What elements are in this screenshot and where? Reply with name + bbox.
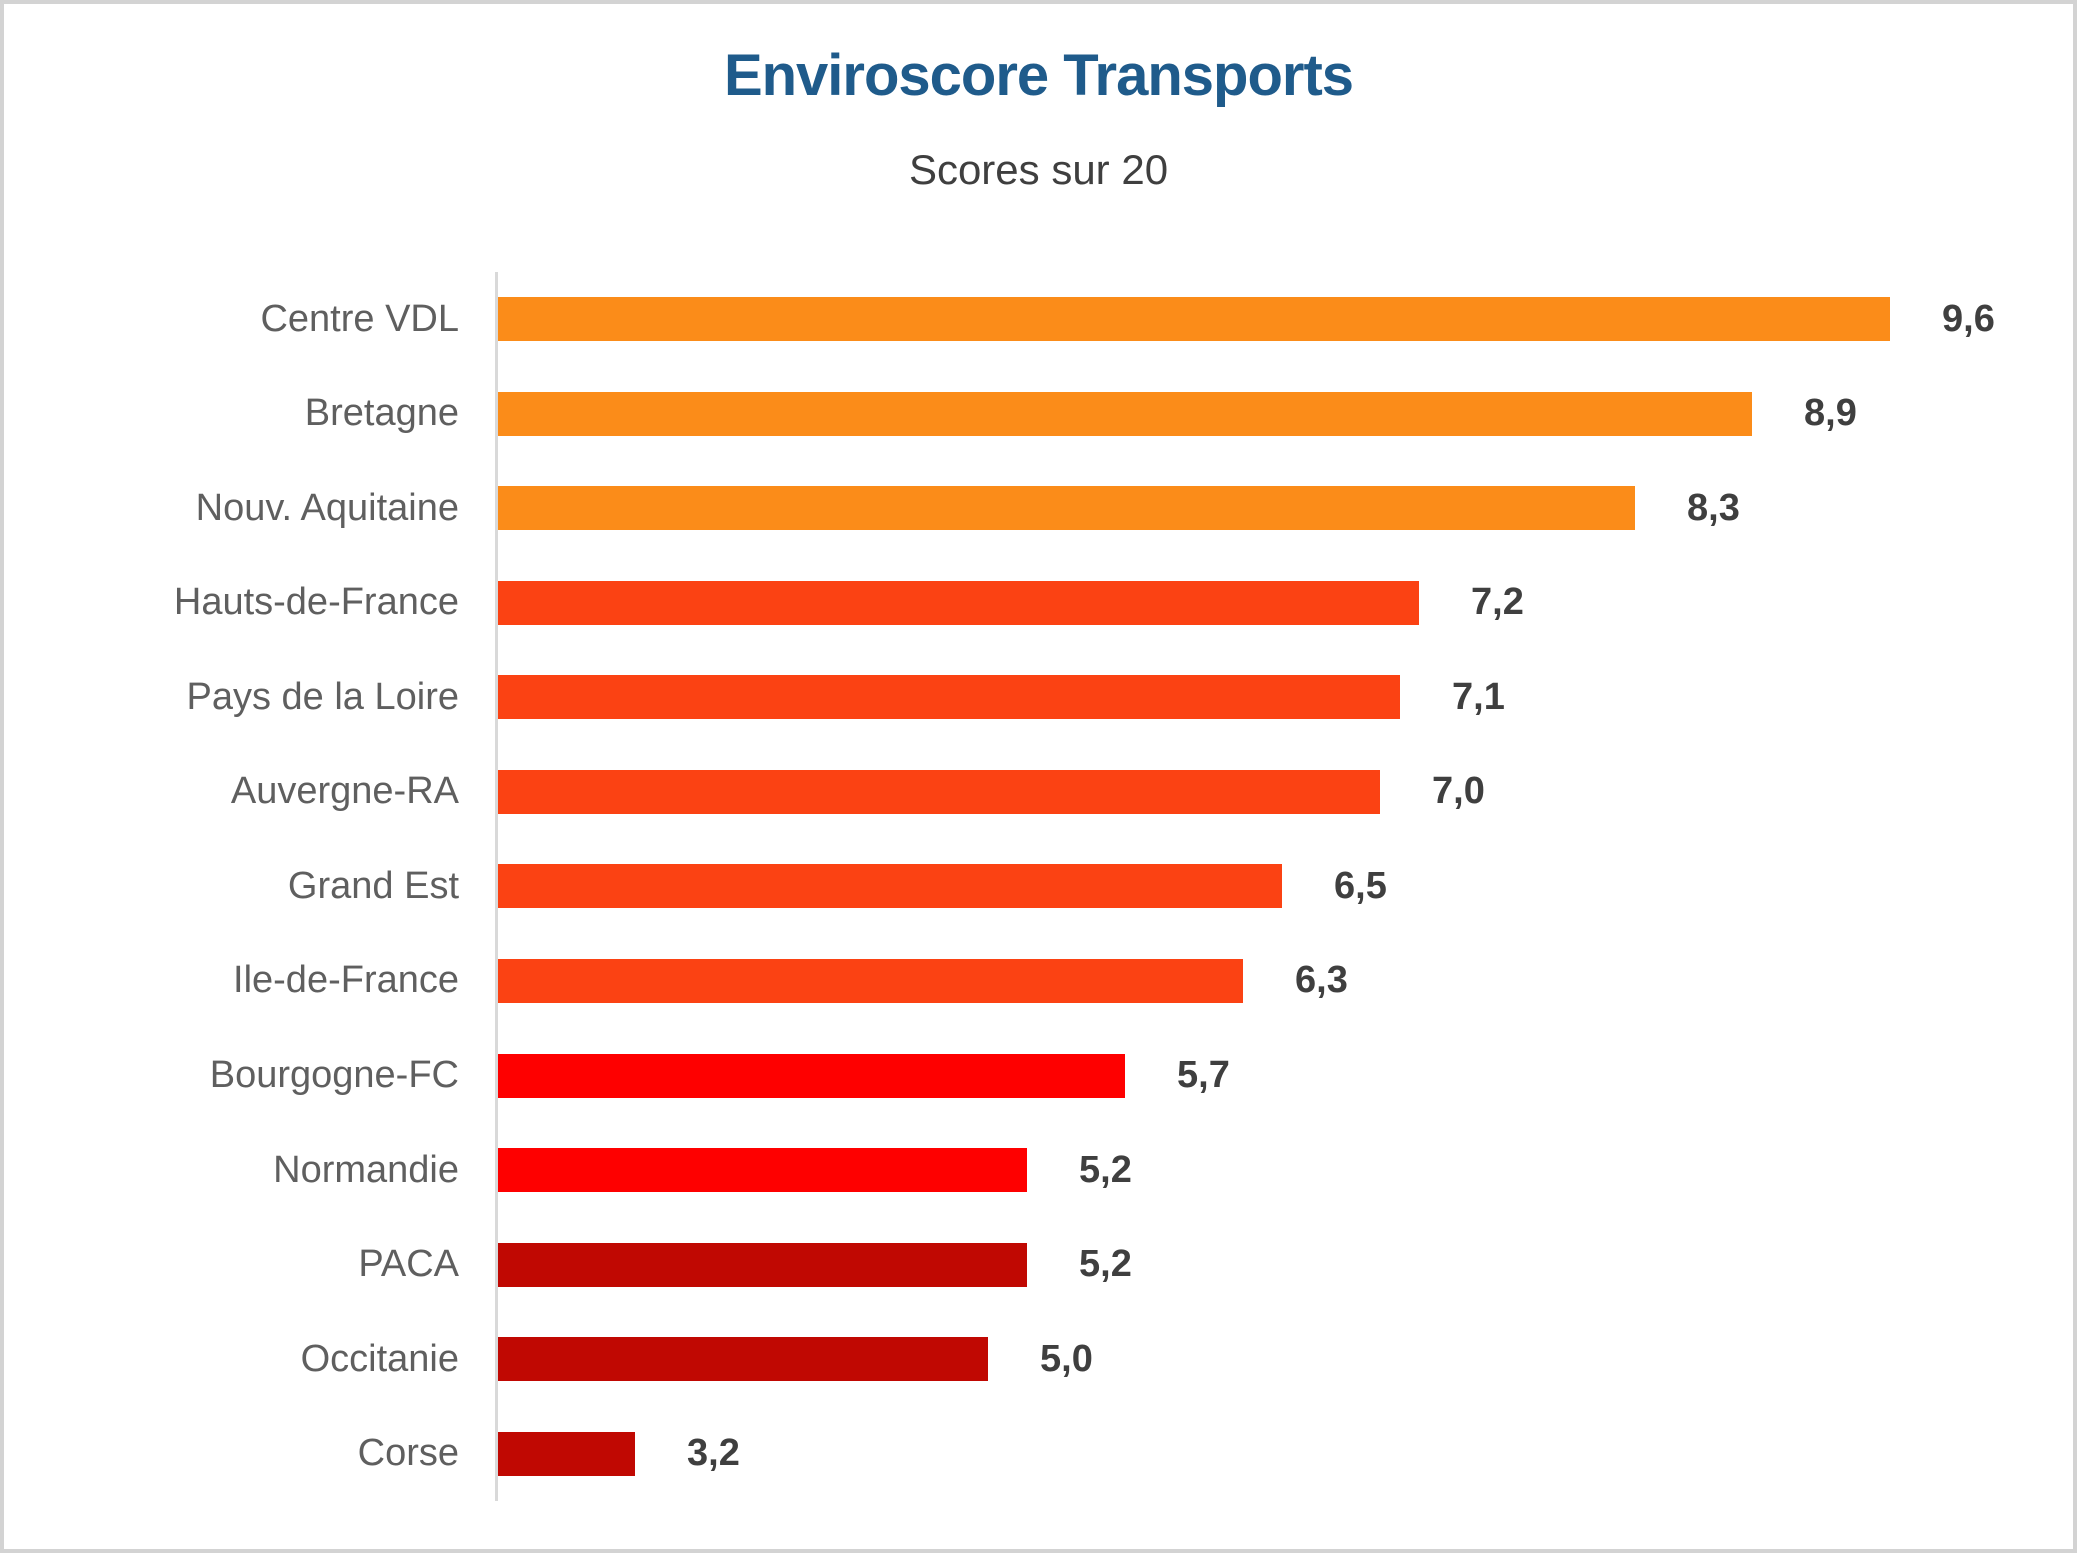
value-label: 3,2 (687, 1432, 740, 1475)
category-label: Normandie (273, 1148, 459, 1191)
category-label: Nouv. Aquitaine (195, 486, 459, 529)
category-label: Pays de la Loire (186, 675, 460, 718)
category-label: Ile-de-France (233, 959, 459, 1002)
bar-row: Pays de la Loire 7,1 (8, 650, 2069, 745)
category-label: Hauts-de-France (173, 581, 459, 624)
value-label: 5,2 (1079, 1243, 1132, 1286)
value-label: 8,3 (1687, 486, 1740, 529)
bar-track: 5,2 (495, 1122, 2069, 1218)
bar (498, 1242, 1027, 1287)
bar-row: Centre VDL 9,6 (8, 272, 2069, 367)
bar (498, 580, 1419, 625)
plot-area: Centre VDL 9,6 Bretagne 8,9 Nouv. Aquitaine 8… (8, 272, 2069, 1501)
bar-track: 9,6 (495, 272, 2069, 367)
bar (498, 391, 1752, 436)
bar-row: Grand Est 6,5 (8, 839, 2069, 934)
value-label: 7,2 (1471, 581, 1524, 624)
bar-track: 5,2 (495, 1217, 2069, 1312)
bar-track: 6,3 (495, 933, 2069, 1029)
category-label: Centre VDL (260, 297, 459, 340)
bar-row: Ile-de-France 6,3 (8, 933, 2069, 1029)
bar (498, 769, 1380, 814)
category-label: Bourgogne-FC (209, 1054, 459, 1097)
value-label: 6,5 (1334, 864, 1387, 907)
bar-track: 7,1 (495, 650, 2069, 745)
bar-track: 5,7 (495, 1028, 2069, 1123)
bar-row: Hauts-de-France 7,2 (8, 555, 2069, 651)
category-label: Grand Est (287, 864, 459, 907)
category-label: PACA (358, 1243, 459, 1286)
bar-row: Nouv. Aquitaine 8,3 (8, 461, 2069, 556)
category-label: Auvergne-RA (230, 770, 459, 813)
bar-row: Auvergne-RA 7,0 (8, 744, 2069, 840)
value-label: 6,3 (1295, 959, 1348, 1002)
value-label: 5,2 (1079, 1148, 1132, 1191)
bar (498, 1148, 1027, 1193)
bar-track: 3,2 (495, 1406, 2069, 1501)
bar (498, 486, 1635, 531)
bar (498, 864, 1282, 909)
bar (498, 297, 1890, 342)
value-label: 7,0 (1432, 770, 1485, 813)
bar (498, 1053, 1125, 1098)
chart-title: Enviroscore Transports (723, 43, 1354, 108)
value-label: 5,7 (1177, 1054, 1230, 1097)
bar-row: Occitanie 5,0 (8, 1311, 2069, 1407)
bar-track: 7,2 (495, 555, 2069, 651)
category-label: Occitanie (300, 1337, 459, 1380)
bar (498, 1337, 988, 1382)
bar-row: Bourgogne-FC 5,7 (8, 1028, 2069, 1123)
bar-track: 8,9 (495, 366, 2069, 462)
bar-row: Corse 3,2 (8, 1406, 2069, 1501)
bar-row: PACA 5,2 (8, 1217, 2069, 1312)
bar-track: 7,0 (495, 744, 2069, 840)
bar-track: 6,5 (495, 839, 2069, 934)
bar (498, 1431, 635, 1476)
value-label: 7,1 (1452, 675, 1505, 718)
category-label: Corse (357, 1432, 459, 1475)
bar-row: Normandie 5,2 (8, 1122, 2069, 1218)
bar-track: 8,3 (495, 461, 2069, 556)
value-label: 5,0 (1040, 1337, 1093, 1380)
bar-row: Bretagne 8,9 (8, 366, 2069, 462)
category-label: Bretagne (304, 392, 459, 435)
bar (498, 675, 1400, 720)
chart-subtitle: Scores sur 20 (908, 146, 1169, 193)
bar-track: 5,0 (495, 1311, 2069, 1407)
value-label: 8,9 (1804, 392, 1857, 435)
value-label: 9,6 (1942, 297, 1995, 340)
bar (498, 958, 1243, 1003)
